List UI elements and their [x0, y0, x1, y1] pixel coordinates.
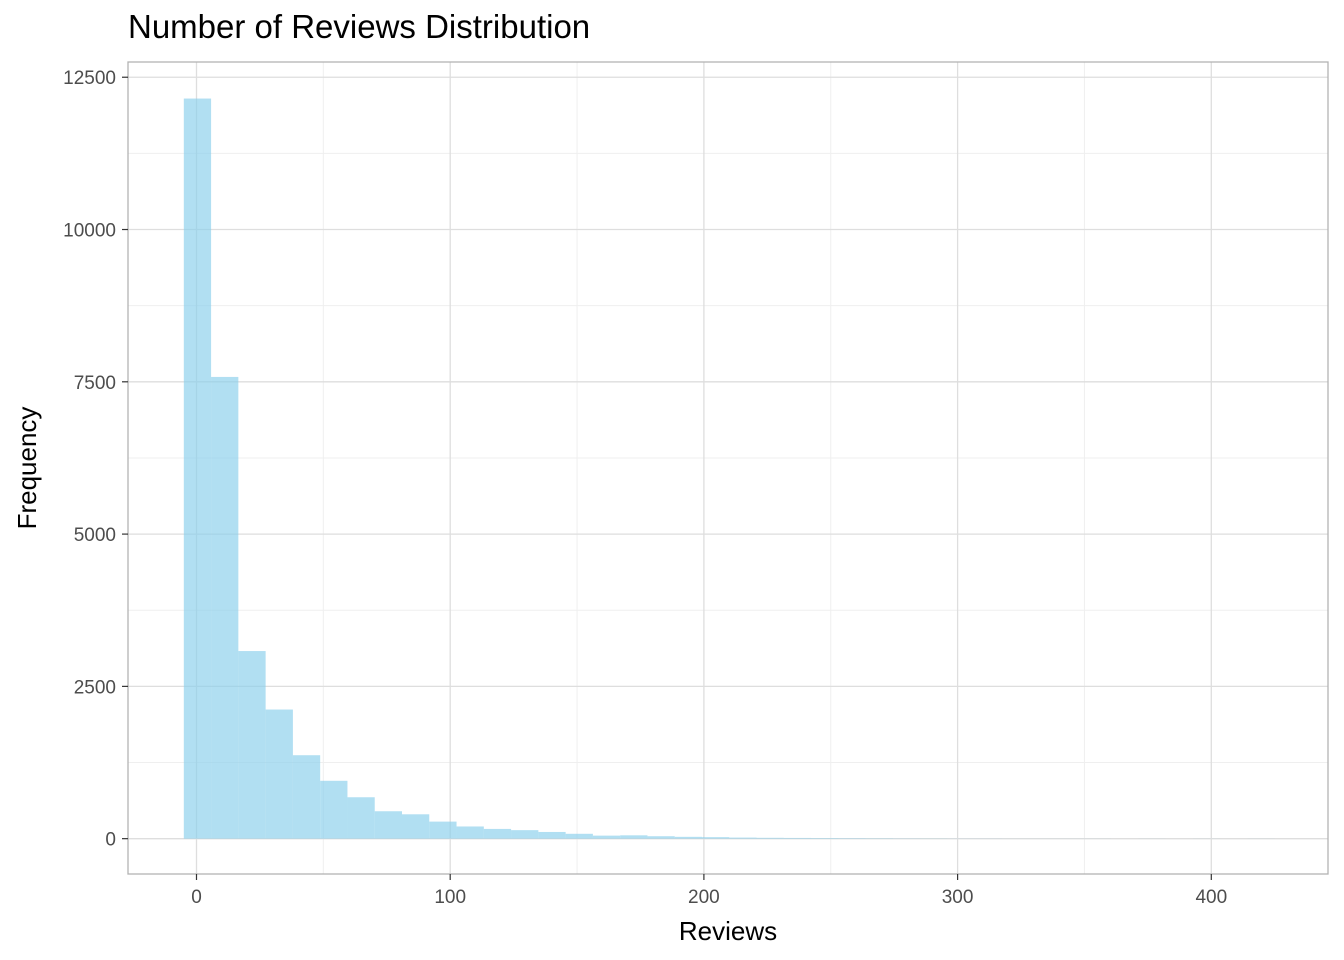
histogram-bar: [456, 826, 484, 839]
panel-border: [127, 61, 1329, 875]
x-tick-label: 300: [942, 887, 974, 908]
y-tick-label: 0: [105, 830, 116, 851]
histogram-bar: [565, 833, 593, 839]
histogram-bar: [511, 830, 539, 839]
histogram-bar: [647, 836, 675, 839]
histogram-bar: [320, 780, 348, 839]
histogram-bar: [211, 376, 239, 839]
histogram-bar: [729, 837, 757, 839]
histogram-bar: [538, 831, 566, 839]
y-tick-label: 7500: [74, 373, 116, 394]
histogram-bar: [265, 709, 293, 839]
histogram-bar: [401, 814, 430, 839]
histogram-bar: [347, 797, 375, 839]
histogram-bar: [483, 828, 512, 839]
major-gridlines: [128, 62, 1328, 874]
x-axis-title: Reviews: [679, 916, 777, 946]
histogram-bar: [429, 821, 457, 839]
y-tick-label: 10000: [63, 221, 116, 242]
y-tick-label: 12500: [63, 68, 116, 89]
x-axis-ticks: 0 100 200 300 400: [191, 874, 1227, 908]
histogram-bar: [183, 98, 212, 839]
y-axis-title: Frequency: [12, 407, 42, 530]
x-tick-label: 200: [688, 887, 720, 908]
histogram-bar: [238, 651, 266, 839]
histogram-bar: [592, 835, 621, 839]
histogram-bar: [783, 837, 812, 839]
histogram-bar: [811, 838, 839, 839]
chart-title: Number of Reviews Distribution: [128, 8, 591, 45]
histogram-bar: [620, 835, 648, 839]
y-axis-ticks: 0 2500 5000 7500 10000 12500: [63, 68, 128, 851]
histogram-bars: [183, 98, 1275, 839]
histogram-bar: [756, 837, 784, 839]
histogram-bar: [374, 811, 402, 839]
x-tick-label: 0: [191, 887, 202, 908]
x-tick-label: 400: [1195, 887, 1227, 908]
histogram-bar: [701, 837, 730, 839]
y-tick-label: 5000: [74, 525, 116, 546]
x-tick-label: 100: [434, 887, 466, 908]
y-tick-label: 2500: [74, 677, 116, 698]
histogram-bar: [674, 836, 702, 839]
histogram-bar: [292, 755, 321, 839]
minor-gridlines: [128, 62, 1328, 874]
